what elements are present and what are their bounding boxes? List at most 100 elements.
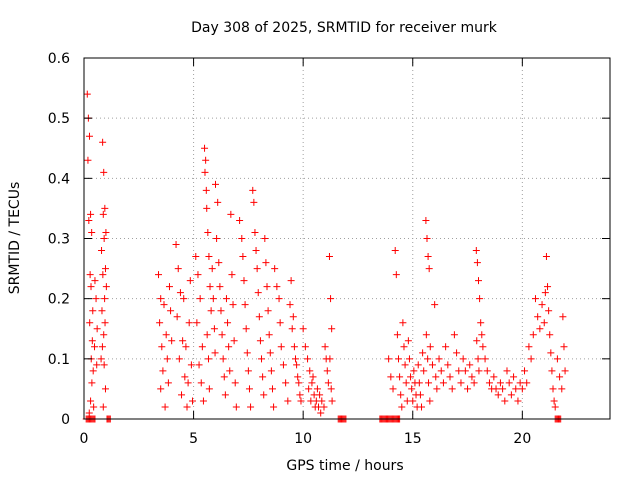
data-point [204, 355, 212, 363]
data-point [494, 391, 502, 399]
data-point [88, 379, 96, 387]
data-point [207, 307, 215, 315]
data-point [213, 235, 221, 242]
data-point [276, 319, 284, 327]
data-point [87, 397, 95, 405]
data-point [253, 265, 261, 273]
data-point [400, 343, 408, 351]
data-point [457, 379, 465, 387]
data-point [448, 385, 456, 393]
data-point [173, 313, 181, 321]
data-point [275, 295, 283, 303]
data-point [245, 385, 253, 393]
data-point [387, 373, 395, 381]
axis-ticks: 0 0.1 0.2 0.3 0.4 0.5 0.6 0 5 10 15 20 [48, 51, 610, 447]
data-point [264, 307, 272, 315]
data-point [263, 283, 271, 291]
data-point [240, 277, 248, 285]
data-point [251, 228, 259, 236]
data-point [102, 228, 110, 236]
data-point [262, 259, 270, 267]
data-point [531, 295, 539, 303]
data-point [442, 343, 450, 351]
data-point [204, 228, 212, 236]
data-point [496, 379, 504, 387]
data-point [202, 156, 210, 164]
data-point [299, 325, 307, 333]
data-point [271, 265, 279, 273]
data-point [416, 391, 424, 399]
data-point [176, 289, 184, 297]
data-point [435, 355, 443, 363]
data-point [422, 216, 430, 224]
data-point [101, 204, 109, 212]
data-points [82, 90, 569, 423]
data-point [192, 253, 200, 261]
data-point [216, 283, 224, 291]
data-point [523, 379, 531, 387]
data-point [256, 337, 264, 345]
data-point [181, 373, 189, 381]
data-point [501, 397, 509, 405]
data-point [172, 241, 180, 249]
data-point [86, 271, 94, 279]
data-point [407, 373, 415, 381]
data-point [175, 355, 183, 363]
data-point [385, 355, 393, 363]
data-point [397, 391, 405, 399]
data-point [288, 325, 296, 333]
data-point [424, 253, 432, 261]
data-point [211, 349, 219, 357]
data-point [180, 295, 188, 303]
data-point [521, 367, 529, 375]
data-point [260, 391, 268, 399]
data-point [326, 355, 334, 363]
data-point [188, 397, 196, 405]
data-point [287, 277, 295, 285]
data-point [461, 367, 469, 375]
data-point [399, 319, 407, 327]
data-point [90, 403, 98, 411]
plot-frame [83, 57, 611, 420]
data-point [470, 379, 478, 387]
data-point [545, 307, 553, 315]
data-point [100, 331, 108, 339]
x-tick-label: 5 [189, 431, 198, 447]
data-point [453, 349, 461, 357]
data-point [389, 385, 397, 393]
data-point [477, 319, 485, 327]
data-point [219, 355, 227, 363]
data-point [225, 343, 233, 351]
data-point [295, 379, 303, 387]
data-point [232, 403, 240, 411]
data-point [455, 367, 463, 375]
y-tick-label: 0.2 [48, 292, 70, 308]
data-point [92, 295, 100, 303]
x-tick-label: 0 [80, 431, 89, 447]
y-tick-label: 0.5 [48, 111, 70, 127]
y-tick-label: 0.4 [48, 171, 70, 187]
y-tick-label: 0.3 [48, 232, 70, 248]
data-point [98, 343, 106, 351]
data-point [226, 367, 234, 375]
chart-title: Day 308 of 2025, SRMTID for receiver mur… [191, 20, 498, 36]
data-point [212, 180, 219, 188]
data-point [205, 253, 213, 261]
data-point [392, 271, 400, 279]
data-point [294, 373, 302, 381]
data-point [174, 265, 182, 273]
data-point [544, 283, 552, 291]
data-point [301, 343, 309, 351]
data-point [473, 337, 481, 345]
data-point [550, 397, 558, 405]
data-point [279, 361, 287, 369]
data-point [228, 271, 236, 279]
data-point [215, 259, 223, 267]
data-point [474, 355, 482, 363]
data-point [475, 277, 482, 285]
data-point [183, 403, 191, 411]
data-point [83, 90, 91, 98]
data-point [258, 355, 266, 363]
data-point [161, 403, 169, 411]
x-axis-label: GPS time / hours [286, 458, 403, 474]
